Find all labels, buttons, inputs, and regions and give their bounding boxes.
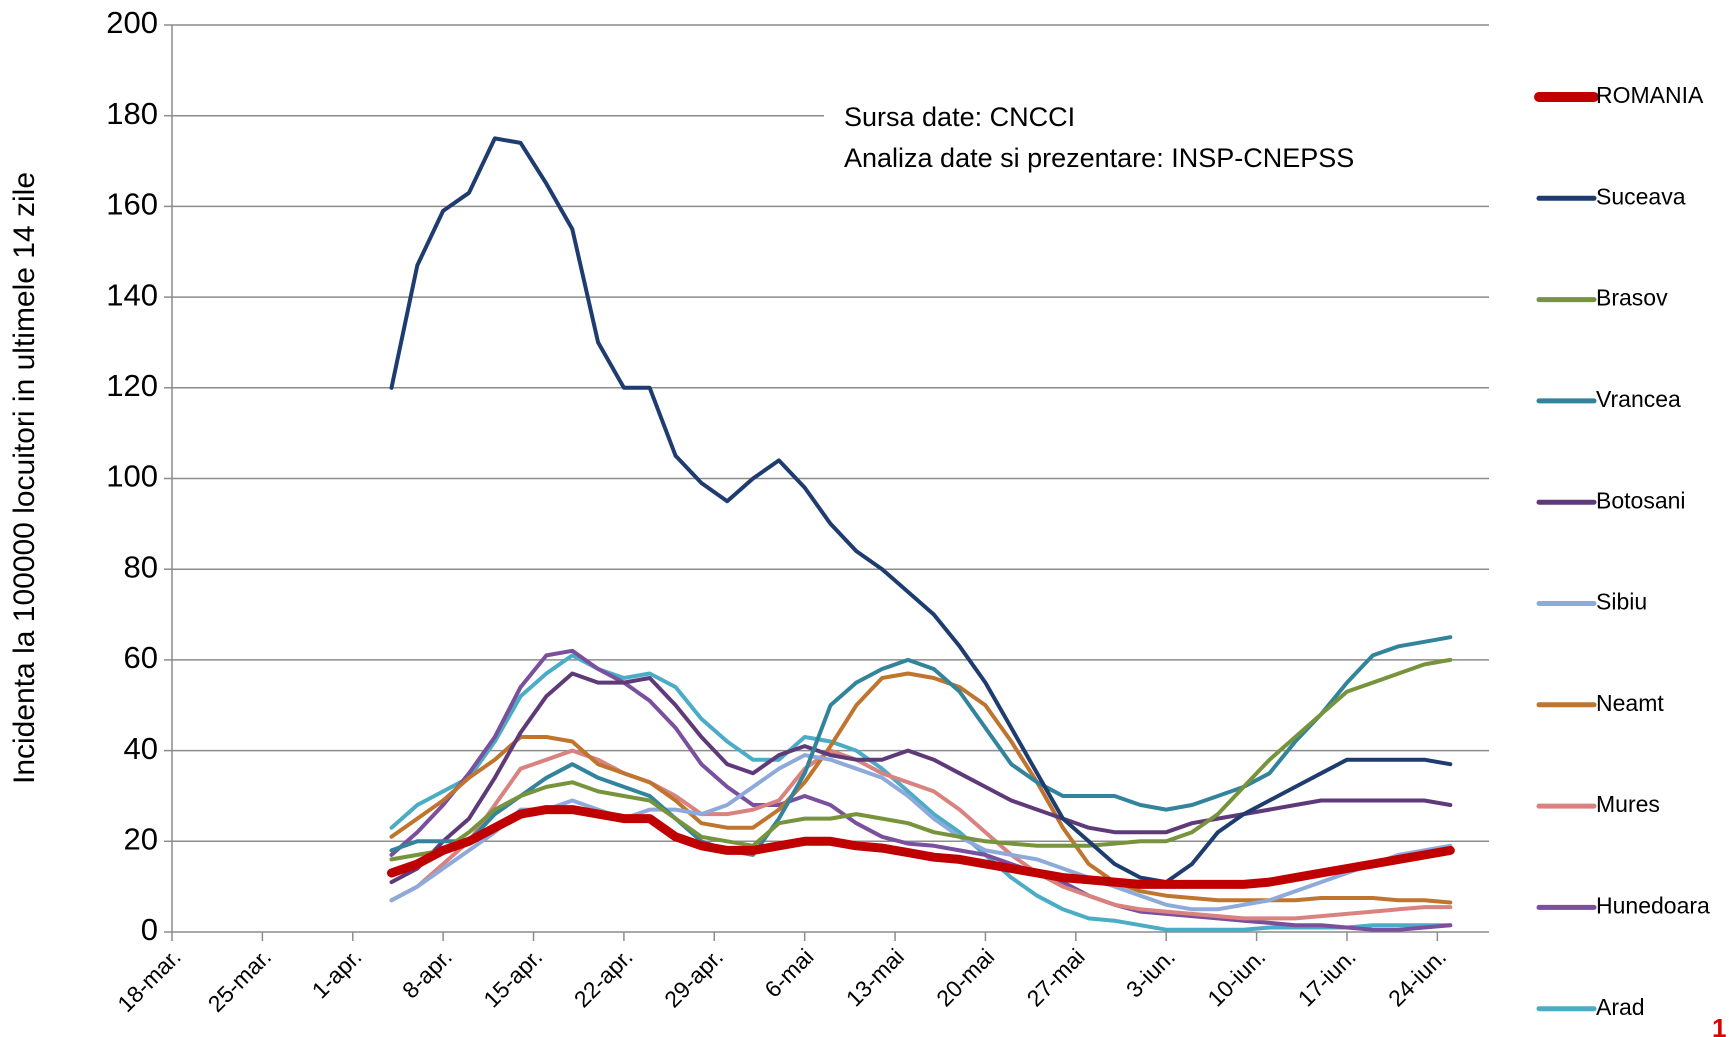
x-tick-label: 27-mai: [1022, 943, 1090, 1011]
legend-label: Hunedoara: [1596, 892, 1710, 918]
y-tick-label: 140: [106, 277, 158, 312]
y-tick-label: 180: [106, 96, 158, 131]
line-series: [387, 805, 1455, 889]
y-tick-label: 0: [141, 912, 158, 947]
legend-label: Vrancea: [1596, 386, 1681, 412]
legend-label: Sibiu: [1596, 589, 1647, 615]
line-series: [389, 657, 1453, 862]
x-tick-label: 20-mai: [931, 943, 999, 1011]
x-tick-label: 10-iun.: [1202, 943, 1270, 1011]
y-tick-label: 40: [124, 731, 158, 766]
annotation: Analiza date si prezentare: INSP-CNEPSS: [844, 143, 1354, 173]
legend-label: Mures: [1596, 791, 1660, 817]
line-series: [389, 635, 1453, 857]
y-tick-label: 60: [124, 640, 158, 675]
y-tick-label: 200: [106, 5, 158, 40]
legend-label: Botosani: [1596, 487, 1686, 513]
line-series: [389, 753, 1453, 912]
x-tick-label: 15-apr.: [478, 943, 547, 1012]
y-tick-label: 100: [106, 459, 158, 494]
line-series: [389, 748, 1453, 921]
line-series: [389, 671, 1453, 885]
x-tick-label: 13-mai: [841, 943, 909, 1011]
x-tick-label: 17-iun.: [1293, 943, 1361, 1011]
legend-label: Brasov: [1596, 285, 1668, 311]
line-series: [389, 136, 1453, 885]
x-tick-label: 1-apr.: [307, 943, 367, 1003]
x-tick-label: 24-iun.: [1383, 943, 1451, 1011]
legend-label: Suceava: [1596, 183, 1686, 209]
y-tick-label: 120: [106, 368, 158, 403]
y-tick-label: 20: [124, 821, 158, 856]
y-tick-label: 160: [106, 187, 158, 222]
page-number: 1: [1712, 1013, 1726, 1037]
x-tick-label: 8-apr.: [397, 943, 457, 1003]
x-tick-label: 18-mar.: [112, 943, 186, 1017]
y-tick-label: 80: [124, 549, 158, 584]
legend-label: ROMANIA: [1596, 82, 1704, 108]
line-series: [389, 648, 1453, 932]
legend-label: Arad: [1596, 994, 1645, 1020]
legend-label: Neamt: [1596, 690, 1664, 716]
x-tick-label: 25-mar.: [203, 943, 277, 1017]
x-tick-label: 29-apr.: [659, 943, 728, 1012]
annotation: Sursa date: CNCCI: [844, 102, 1075, 132]
x-tick-label: 3-iun.: [1121, 943, 1180, 1002]
x-tick-label: 6-mai: [759, 943, 818, 1002]
annotation-box: [824, 94, 1489, 204]
y-axis-label: Incidenta la 100000 locuitori in ultimel…: [8, 172, 41, 784]
x-tick-label: 22-apr.: [569, 943, 638, 1012]
line-series: [389, 653, 1453, 932]
